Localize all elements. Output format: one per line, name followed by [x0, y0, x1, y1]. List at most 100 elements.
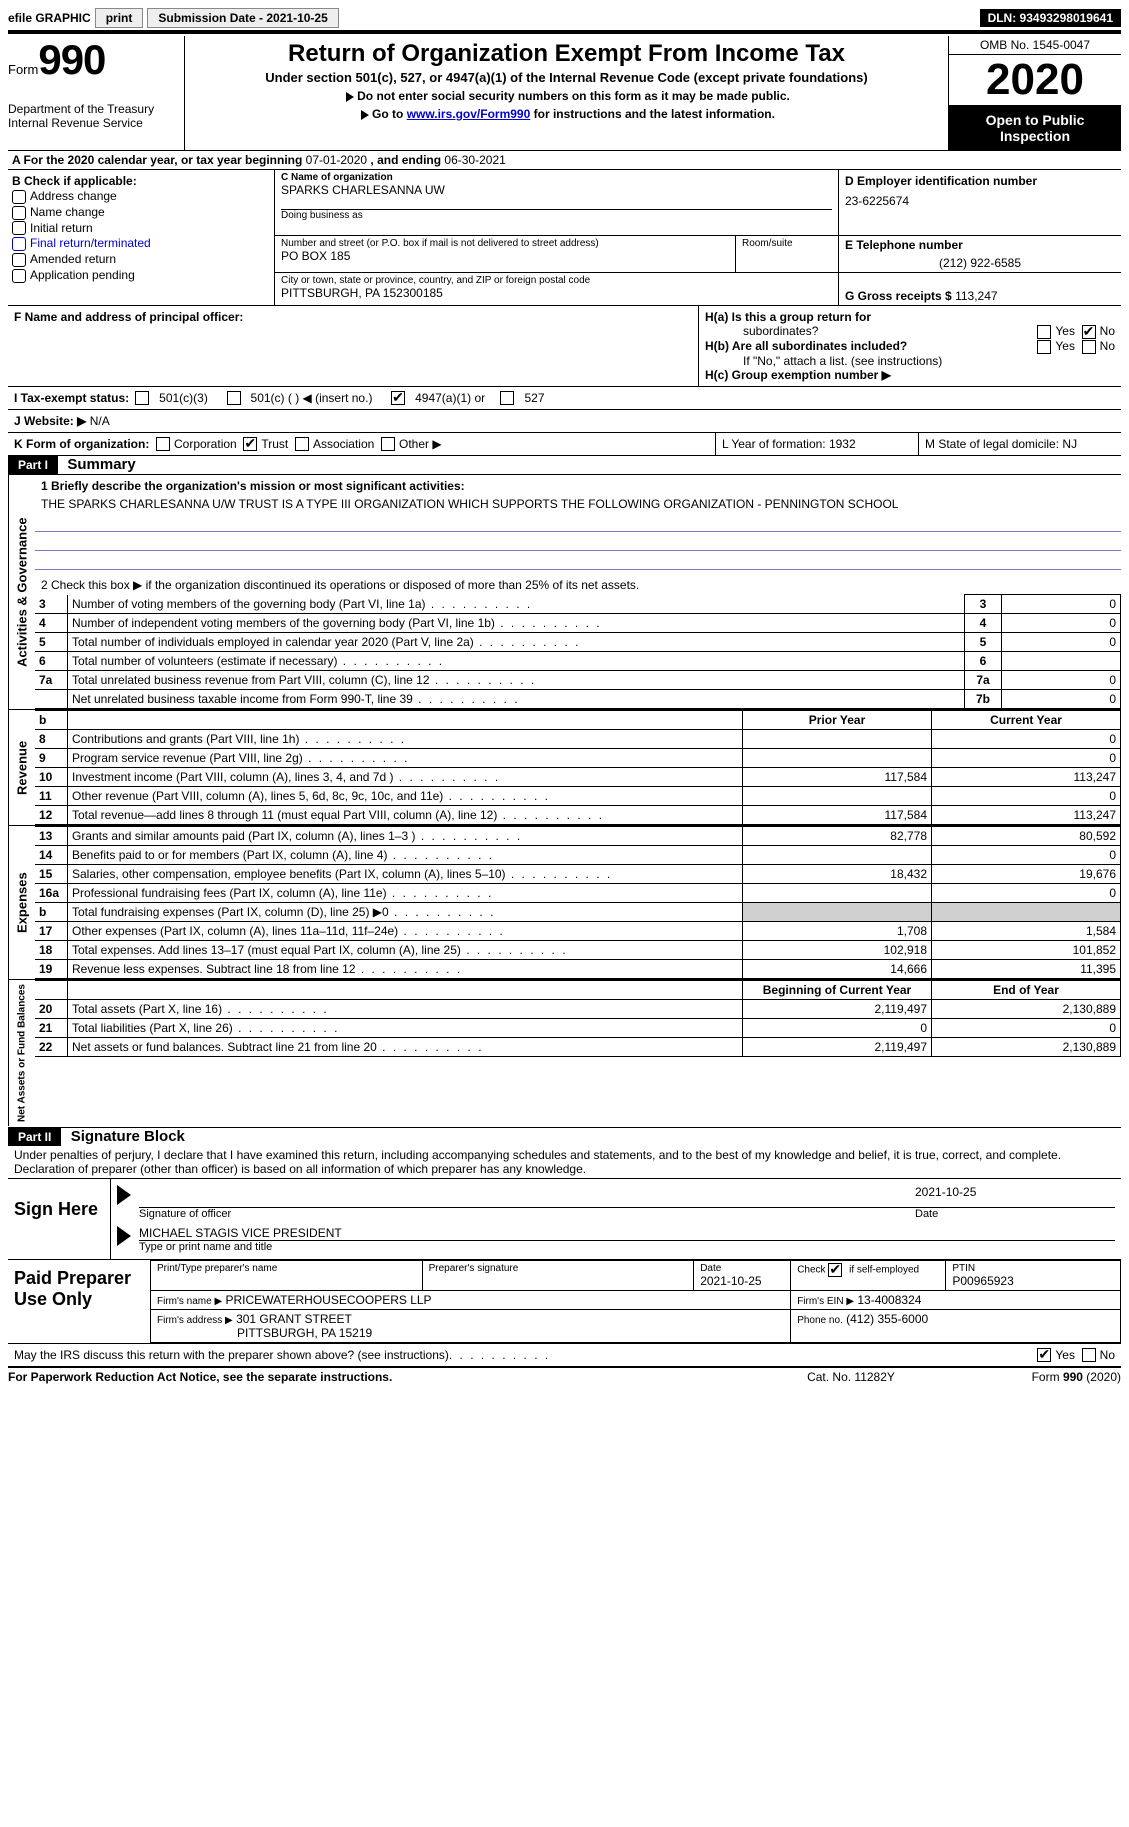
table-row: 7a Total unrelated business revenue from… — [35, 671, 1121, 690]
table-row: Net unrelated business taxable income fr… — [35, 690, 1121, 709]
section-k: K Form of organization: Corporation Trus… — [8, 433, 716, 456]
check-address-change[interactable]: Address change — [12, 189, 270, 204]
check-final-return[interactable]: Final return/terminated — [12, 236, 270, 251]
self-emp-check[interactable] — [828, 1263, 842, 1277]
hb-label: H(b) Are all subordinates included? — [705, 339, 907, 354]
i-opt2: 501(c) ( ) ◀ (insert no.) — [251, 391, 373, 405]
summary-governance: Activities & Governance 1 Briefly descri… — [8, 474, 1121, 709]
page-footer: For Paperwork Reduction Act Notice, see … — [8, 1366, 1121, 1384]
table-row: 4 Number of independent voting members o… — [35, 614, 1121, 633]
k-other-check[interactable] — [381, 437, 395, 451]
room-label: Room/suite — [742, 238, 832, 249]
col-prior: Prior Year — [743, 711, 932, 730]
table-row: 19 Revenue less expenses. Subtract line … — [35, 960, 1121, 979]
check-application-pending[interactable]: Application pending — [12, 268, 270, 283]
penalty-text: Under penalties of perjury, I declare th… — [8, 1146, 1121, 1178]
arrow-icon — [117, 1185, 131, 1205]
check-initial-return[interactable]: Initial return — [12, 221, 270, 236]
form-footer: Form 990 (2020) — [941, 1370, 1121, 1384]
hb-yes-check[interactable] — [1037, 340, 1051, 354]
discuss-no-check[interactable] — [1082, 1348, 1096, 1362]
part-i-bar: Part I — [8, 456, 58, 474]
blank-line — [35, 532, 1121, 551]
date-label: Date — [907, 1208, 1115, 1220]
ha-sub: subordinates? — [705, 324, 818, 339]
check-label: Amended return — [30, 252, 116, 266]
q1-label: 1 Briefly describe the organization's mi… — [35, 475, 1121, 495]
section-k-l-m: K Form of organization: Corporation Trus… — [8, 433, 1121, 457]
city-label: City or town, state or province, country… — [281, 275, 832, 286]
ha-yes-check[interactable] — [1037, 325, 1051, 339]
table-row: 11 Other revenue (Part VIII, column (A),… — [35, 787, 1121, 806]
discuss-row: May the IRS discuss this return with the… — [8, 1343, 1121, 1366]
table-row: 14 Benefits paid to or for members (Part… — [35, 846, 1121, 865]
g-label: G Gross receipts $ — [845, 289, 952, 303]
hb-no-check[interactable] — [1082, 340, 1096, 354]
i-501c-check[interactable] — [227, 391, 241, 405]
check-amended-return[interactable]: Amended return — [12, 252, 270, 267]
e-label: E Telephone number — [845, 238, 1115, 252]
discuss-yes-check[interactable] — [1037, 1348, 1051, 1362]
section-m: M State of legal domicile: NJ — [919, 433, 1121, 456]
prep-date-label: Date — [700, 1263, 784, 1274]
k-trust-check[interactable] — [243, 437, 257, 451]
hc-label: H(c) Group exemption number ▶ — [705, 368, 1115, 382]
expenses-table: 13 Grants and similar amounts paid (Part… — [35, 826, 1121, 979]
table-row: 8 Contributions and grants (Part VIII, l… — [35, 730, 1121, 749]
website-value: N/A — [86, 414, 109, 428]
sig-date: 2021-10-25 — [907, 1185, 1115, 1208]
ha-answers: Yes No — [1037, 324, 1115, 339]
table-row: 17 Other expenses (Part IX, column (A), … — [35, 922, 1121, 941]
ptin-label: PTIN — [952, 1263, 1114, 1274]
org-name: SPARKS CHARLESANNA UW — [281, 183, 832, 197]
note-pre: Go to — [372, 107, 407, 121]
c-label: C Name of organization — [281, 172, 832, 183]
firm-ein: 13-4008324 — [857, 1293, 921, 1307]
line-a: A For the 2020 calendar year, or tax yea… — [8, 150, 1121, 170]
sign-body: 2021-10-25 Signature of officer Date MIC… — [111, 1179, 1121, 1259]
prep-sig-label: Preparer's signature — [429, 1263, 688, 1274]
i-opt1: 501(c)(3) — [159, 391, 208, 405]
dots — [449, 1348, 1038, 1362]
i-opt4: 527 — [524, 391, 544, 405]
ha-no-check[interactable] — [1082, 325, 1096, 339]
paid-preparer-block: Paid Preparer Use Only Print/Type prepar… — [8, 1259, 1121, 1343]
yes-label: Yes — [1055, 1348, 1075, 1362]
hdr-b: b — [39, 713, 46, 727]
vtab-net: Net Assets or Fund Balances — [8, 980, 35, 1126]
i-501c3-check[interactable] — [135, 391, 149, 405]
h-note: If "No," attach a list. (see instruction… — [705, 354, 1115, 368]
section-c-name: C Name of organization SPARKS CHARLESANN… — [275, 170, 839, 236]
governance-table: 3 Number of voting members of the govern… — [35, 594, 1121, 709]
i-527-check[interactable] — [500, 391, 514, 405]
section-b: B Check if applicable: Address change Na… — [8, 170, 275, 305]
arrow-icon — [346, 92, 354, 102]
check-label: Initial return — [30, 221, 93, 235]
firm-addr1: 301 GRANT STREET — [236, 1312, 352, 1326]
summary-net-assets: Net Assets or Fund Balances Beginning of… — [8, 979, 1121, 1126]
table-row: 12 Total revenue—add lines 8 through 11 … — [35, 806, 1121, 825]
firm-ein-label: Firm's EIN ▶ — [797, 1296, 854, 1307]
k-corp-check[interactable] — [156, 437, 170, 451]
submission-date-button[interactable]: Submission Date - 2021-10-25 — [147, 8, 338, 28]
i-opt3: 4947(a)(1) or — [415, 391, 485, 405]
print-button[interactable]: print — [95, 8, 144, 28]
table-row: 21 Total liabilities (Part X, line 26) 0… — [35, 1019, 1121, 1038]
j-lead: J Website: ▶ — [14, 414, 86, 428]
section-c-street: Number and street (or P.O. box if mail i… — [275, 236, 736, 273]
irs-link[interactable]: www.irs.gov/Form990 — [407, 107, 531, 121]
note-post: for instructions and the latest informat… — [530, 107, 775, 121]
part-ii-bar: Part II — [8, 1128, 61, 1146]
section-j: J Website: ▶ N/A — [8, 409, 1121, 433]
i-4947-check[interactable] — [391, 391, 405, 405]
hb-answers: Yes No — [1037, 339, 1115, 354]
check-name-change[interactable]: Name change — [12, 205, 270, 220]
q2-text: 2 Check this box ▶ if the organization d… — [41, 578, 639, 592]
ha-label: H(a) Is this a group return for — [705, 310, 871, 324]
cat-no: Cat. No. 11282Y — [761, 1370, 941, 1384]
k-assoc-check[interactable] — [295, 437, 309, 451]
pra-notice: For Paperwork Reduction Act Notice, see … — [8, 1370, 761, 1384]
preparer-table: Print/Type preparer's name Preparer's si… — [150, 1260, 1121, 1343]
section-e: E Telephone number (212) 922-6585 — [839, 236, 1121, 273]
k-trust: Trust — [261, 437, 288, 451]
